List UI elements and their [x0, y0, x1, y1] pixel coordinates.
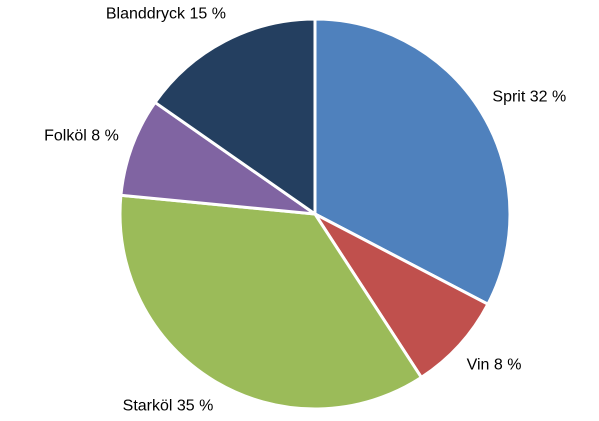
- pie-slice: [310, 210, 490, 380]
- data-label: Blanddryck 15 %: [106, 6, 226, 23]
- data-label: Sprit 32 %: [492, 89, 566, 106]
- value-label: 35 %: [177, 398, 213, 415]
- category-name: Sprit: [492, 89, 525, 106]
- category-name: Blanddryck: [106, 6, 186, 23]
- value-label: 8 %: [91, 128, 119, 145]
- pie-slice: [152, 17, 317, 217]
- category-name: Folköl: [44, 128, 87, 145]
- pie-slice: [118, 193, 424, 411]
- value-label: 15 %: [189, 6, 225, 23]
- data-label: Vin 8 %: [467, 356, 522, 373]
- pie-slice: [313, 17, 512, 307]
- category-name: Vin: [467, 356, 490, 373]
- category-name: Starköl: [123, 398, 173, 415]
- data-label: Starköl 35 %: [123, 398, 214, 415]
- value-label: 8 %: [494, 356, 522, 373]
- data-label: Folköl 8 %: [44, 128, 119, 145]
- value-label: 32 %: [530, 89, 566, 106]
- pie-slice: [119, 100, 321, 217]
